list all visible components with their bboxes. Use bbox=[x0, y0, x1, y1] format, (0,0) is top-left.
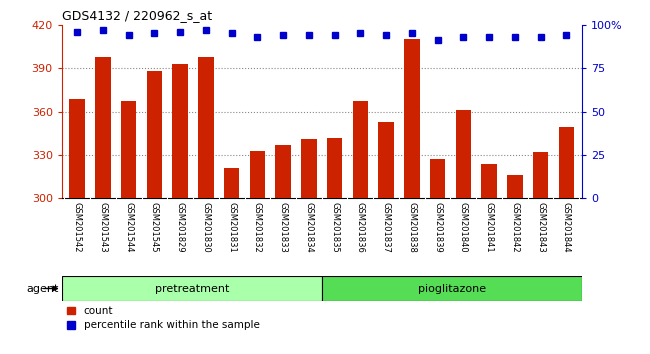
Text: GSM201544: GSM201544 bbox=[124, 202, 133, 253]
Bar bbox=[404, 39, 419, 198]
Text: GSM201841: GSM201841 bbox=[485, 202, 493, 253]
Text: GSM201834: GSM201834 bbox=[304, 202, 313, 253]
Text: GSM201838: GSM201838 bbox=[408, 202, 417, 253]
Text: GSM201833: GSM201833 bbox=[279, 202, 288, 253]
Bar bbox=[322, 276, 582, 301]
Text: agent: agent bbox=[26, 284, 58, 293]
Bar bbox=[147, 71, 162, 198]
Bar bbox=[327, 137, 343, 198]
Text: GSM201831: GSM201831 bbox=[227, 202, 236, 253]
Text: GSM201837: GSM201837 bbox=[382, 202, 391, 253]
Text: GSM201839: GSM201839 bbox=[433, 202, 442, 253]
Text: pioglitazone: pioglitazone bbox=[418, 284, 486, 293]
Text: GSM201832: GSM201832 bbox=[253, 202, 262, 253]
Text: GDS4132 / 220962_s_at: GDS4132 / 220962_s_at bbox=[62, 9, 212, 22]
Bar bbox=[198, 57, 214, 198]
Text: GSM201842: GSM201842 bbox=[510, 202, 519, 253]
Bar bbox=[121, 101, 136, 198]
Text: GSM201830: GSM201830 bbox=[202, 202, 211, 253]
Text: GSM201829: GSM201829 bbox=[176, 202, 185, 253]
Bar bbox=[301, 139, 317, 198]
Bar bbox=[250, 150, 265, 198]
Bar bbox=[70, 98, 85, 198]
Text: GSM201844: GSM201844 bbox=[562, 202, 571, 253]
Text: GSM201545: GSM201545 bbox=[150, 202, 159, 253]
Bar bbox=[62, 276, 322, 301]
Text: GSM201543: GSM201543 bbox=[98, 202, 107, 253]
Bar bbox=[172, 64, 188, 198]
Bar bbox=[430, 159, 445, 198]
Legend: count, percentile rank within the sample: count, percentile rank within the sample bbox=[67, 306, 259, 330]
Text: GSM201835: GSM201835 bbox=[330, 202, 339, 253]
Bar bbox=[276, 145, 291, 198]
Text: GSM201542: GSM201542 bbox=[73, 202, 82, 253]
Bar bbox=[95, 57, 110, 198]
Text: pretreatment: pretreatment bbox=[155, 284, 229, 293]
Bar bbox=[456, 110, 471, 198]
Bar bbox=[558, 127, 574, 198]
Text: GSM201843: GSM201843 bbox=[536, 202, 545, 253]
Bar bbox=[533, 152, 549, 198]
Text: GSM201840: GSM201840 bbox=[459, 202, 468, 253]
Bar bbox=[507, 175, 523, 198]
Text: GSM201836: GSM201836 bbox=[356, 202, 365, 253]
Bar bbox=[378, 122, 394, 198]
Bar bbox=[482, 164, 497, 198]
Bar bbox=[224, 168, 239, 198]
Bar bbox=[353, 101, 368, 198]
